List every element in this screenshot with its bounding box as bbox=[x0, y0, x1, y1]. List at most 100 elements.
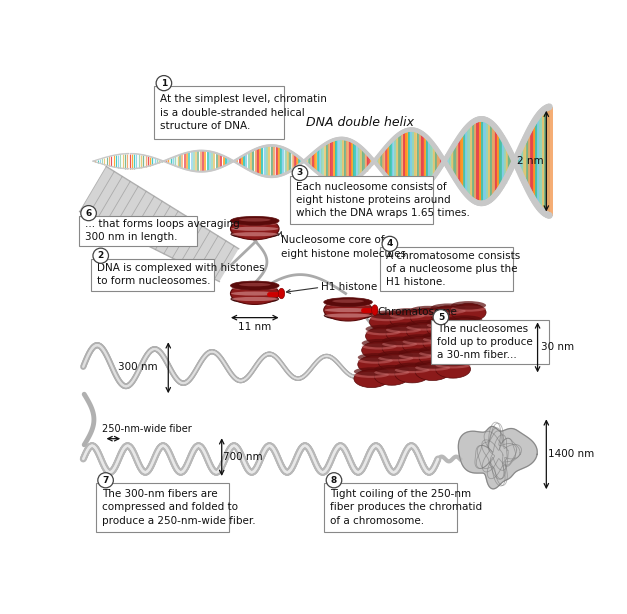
Ellipse shape bbox=[358, 353, 393, 362]
Ellipse shape bbox=[386, 325, 421, 343]
Ellipse shape bbox=[231, 282, 279, 305]
Polygon shape bbox=[458, 427, 537, 489]
Text: 3: 3 bbox=[297, 168, 303, 177]
Ellipse shape bbox=[415, 360, 450, 368]
Ellipse shape bbox=[231, 230, 279, 239]
Ellipse shape bbox=[231, 297, 278, 301]
Ellipse shape bbox=[395, 367, 429, 373]
Ellipse shape bbox=[440, 348, 475, 354]
Text: 700 nm: 700 nm bbox=[223, 452, 263, 462]
Ellipse shape bbox=[399, 353, 434, 359]
Ellipse shape bbox=[395, 365, 429, 383]
FancyBboxPatch shape bbox=[290, 176, 433, 225]
Text: 30 nm: 30 nm bbox=[541, 342, 574, 352]
Ellipse shape bbox=[390, 308, 425, 317]
Ellipse shape bbox=[324, 308, 372, 312]
Text: 1400 nm: 1400 nm bbox=[548, 449, 594, 459]
Text: 2 nm: 2 nm bbox=[517, 156, 544, 166]
Text: Chromatosome: Chromatosome bbox=[377, 308, 457, 317]
Polygon shape bbox=[80, 166, 239, 282]
Text: Nucleosome core of
eight histone molecules: Nucleosome core of eight histone molecul… bbox=[282, 235, 406, 258]
Ellipse shape bbox=[324, 303, 372, 307]
Ellipse shape bbox=[354, 370, 389, 387]
Ellipse shape bbox=[431, 308, 466, 314]
Ellipse shape bbox=[451, 303, 486, 321]
Text: Each nucleosome consists of
eight histone proteins around
which the DNA wraps 1.: Each nucleosome consists of eight histon… bbox=[296, 182, 470, 219]
FancyBboxPatch shape bbox=[380, 247, 513, 290]
Ellipse shape bbox=[431, 306, 466, 324]
Ellipse shape bbox=[436, 360, 470, 378]
Ellipse shape bbox=[436, 358, 470, 367]
Text: Tight coiling of the 250-nm
fiber produces the chromatid
of a chromosome.: Tight coiling of the 250-nm fiber produc… bbox=[330, 489, 482, 526]
Ellipse shape bbox=[406, 324, 441, 330]
Text: 5: 5 bbox=[438, 313, 444, 322]
Ellipse shape bbox=[231, 232, 278, 236]
Ellipse shape bbox=[427, 320, 461, 338]
Ellipse shape bbox=[231, 221, 278, 225]
Ellipse shape bbox=[423, 336, 458, 343]
Ellipse shape bbox=[415, 365, 450, 371]
Text: DNA is complexed with histones
to form nucleosomes.: DNA is complexed with histones to form n… bbox=[97, 263, 265, 286]
Ellipse shape bbox=[382, 336, 417, 345]
Ellipse shape bbox=[332, 300, 364, 303]
Ellipse shape bbox=[410, 308, 445, 326]
Ellipse shape bbox=[239, 283, 271, 286]
Text: 4: 4 bbox=[387, 239, 393, 249]
Circle shape bbox=[81, 206, 97, 220]
Text: H1 histone: H1 histone bbox=[322, 282, 377, 292]
Ellipse shape bbox=[427, 322, 461, 328]
Ellipse shape bbox=[369, 313, 404, 331]
Ellipse shape bbox=[374, 365, 409, 373]
Ellipse shape bbox=[378, 351, 413, 359]
Ellipse shape bbox=[451, 301, 486, 309]
Ellipse shape bbox=[324, 313, 372, 317]
Ellipse shape bbox=[358, 357, 393, 363]
Text: DNA double helix: DNA double helix bbox=[306, 116, 414, 130]
Text: 6: 6 bbox=[85, 209, 92, 217]
Ellipse shape bbox=[443, 330, 478, 338]
FancyBboxPatch shape bbox=[91, 258, 214, 290]
Ellipse shape bbox=[447, 315, 482, 324]
Text: The nucleosomes
fold up to produce
a 30-nm fiber...: The nucleosomes fold up to produce a 30-… bbox=[437, 324, 533, 360]
FancyBboxPatch shape bbox=[431, 320, 549, 364]
Ellipse shape bbox=[395, 362, 429, 371]
Ellipse shape bbox=[443, 332, 478, 350]
Ellipse shape bbox=[386, 327, 421, 333]
Text: 2: 2 bbox=[98, 251, 104, 260]
Text: 300 nm: 300 nm bbox=[118, 362, 157, 372]
Ellipse shape bbox=[431, 303, 466, 312]
Ellipse shape bbox=[410, 306, 445, 314]
Ellipse shape bbox=[415, 362, 450, 381]
Ellipse shape bbox=[231, 227, 278, 231]
FancyBboxPatch shape bbox=[324, 483, 457, 532]
Text: 7: 7 bbox=[102, 476, 108, 485]
Ellipse shape bbox=[231, 295, 279, 303]
Ellipse shape bbox=[403, 334, 438, 343]
Ellipse shape bbox=[354, 367, 389, 376]
Ellipse shape bbox=[436, 362, 470, 368]
Ellipse shape bbox=[231, 286, 278, 290]
FancyBboxPatch shape bbox=[96, 483, 228, 532]
Ellipse shape bbox=[378, 356, 413, 362]
Ellipse shape bbox=[362, 343, 397, 349]
Ellipse shape bbox=[366, 329, 401, 335]
Ellipse shape bbox=[447, 320, 482, 326]
Ellipse shape bbox=[372, 305, 378, 315]
Ellipse shape bbox=[362, 341, 397, 359]
Text: A chromatosome consists
of a nucleosome plus the
H1 histone.: A chromatosome consists of a nucleosome … bbox=[386, 251, 520, 287]
Circle shape bbox=[156, 76, 172, 91]
Ellipse shape bbox=[419, 348, 454, 367]
Ellipse shape bbox=[378, 353, 413, 371]
Ellipse shape bbox=[231, 216, 279, 225]
Circle shape bbox=[292, 165, 308, 181]
Ellipse shape bbox=[406, 322, 441, 340]
Text: ... that forms loops averaging
300 nm in length.: ... that forms loops averaging 300 nm in… bbox=[85, 219, 240, 243]
Ellipse shape bbox=[374, 367, 409, 385]
Ellipse shape bbox=[451, 306, 486, 312]
Ellipse shape bbox=[239, 218, 271, 222]
Ellipse shape bbox=[443, 334, 478, 340]
Text: 8: 8 bbox=[331, 476, 337, 485]
Circle shape bbox=[382, 236, 398, 252]
Ellipse shape bbox=[354, 371, 389, 378]
Text: At the simplest level, chromatin
is a double-stranded helical
structure of DNA.: At the simplest level, chromatin is a do… bbox=[160, 95, 327, 131]
